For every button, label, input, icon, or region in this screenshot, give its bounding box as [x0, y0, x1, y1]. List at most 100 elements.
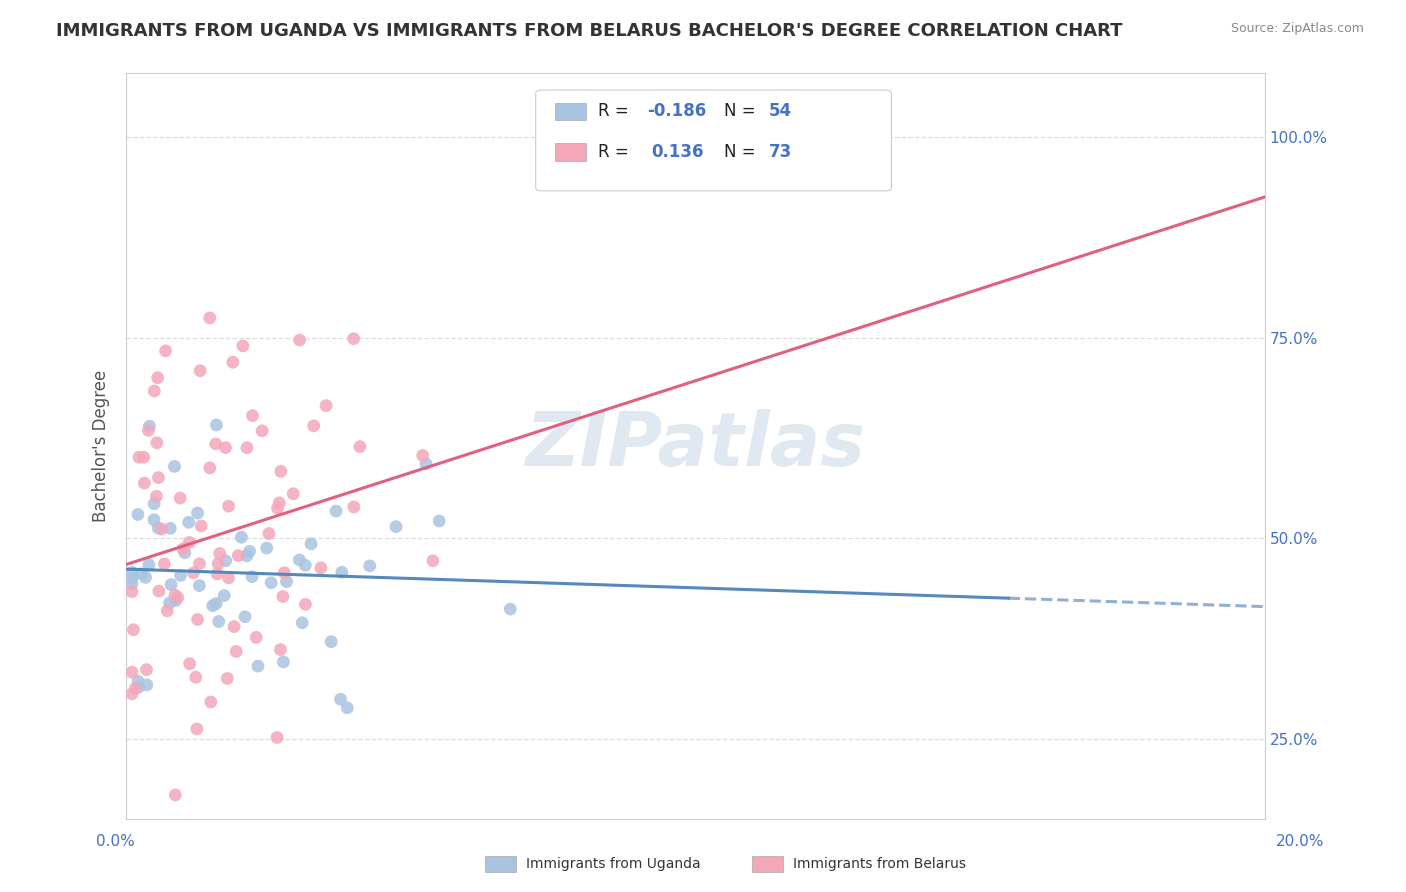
Point — [146, 370, 169, 384]
Text: 54: 54 — [769, 103, 792, 120]
Point — [163, 459, 186, 474]
Point — [198, 460, 221, 475]
Point — [135, 678, 157, 692]
Point — [256, 541, 278, 555]
Point — [148, 470, 170, 484]
Point — [201, 599, 224, 613]
Point — [385, 519, 408, 533]
Point — [177, 516, 200, 530]
Point — [138, 423, 160, 437]
Point — [415, 457, 437, 471]
Point — [276, 574, 298, 589]
Point — [122, 623, 145, 637]
Point — [412, 449, 434, 463]
Point — [288, 333, 311, 347]
Point — [260, 575, 283, 590]
Point — [159, 596, 181, 610]
Point — [198, 310, 221, 325]
Point — [121, 576, 143, 591]
Point — [134, 476, 156, 491]
Text: 73: 73 — [769, 143, 793, 161]
Point — [273, 566, 295, 580]
Point — [330, 566, 353, 580]
Point — [273, 655, 295, 669]
Point — [235, 549, 257, 563]
Point — [242, 409, 264, 423]
Text: Immigrants from Belarus: Immigrants from Belarus — [793, 857, 966, 871]
Point — [135, 663, 157, 677]
Point — [200, 695, 222, 709]
Point — [214, 554, 236, 568]
Point — [204, 437, 226, 451]
Point — [160, 577, 183, 591]
Point — [132, 450, 155, 465]
Point — [427, 514, 450, 528]
Point — [159, 521, 181, 535]
Point — [121, 687, 143, 701]
Point — [143, 384, 166, 398]
Point — [142, 513, 165, 527]
Point — [138, 419, 160, 434]
Point — [148, 521, 170, 535]
Point — [269, 642, 291, 657]
Point — [231, 530, 253, 544]
Point — [315, 399, 337, 413]
Point — [188, 557, 211, 571]
Point — [224, 619, 246, 633]
Point — [124, 681, 146, 696]
Point — [179, 657, 201, 671]
Point — [349, 440, 371, 454]
Point — [134, 570, 156, 584]
Point — [232, 339, 254, 353]
Point — [294, 558, 316, 573]
Point — [269, 496, 291, 510]
Text: N =: N = — [724, 143, 761, 161]
Point — [153, 557, 176, 571]
Point — [309, 561, 332, 575]
Point — [165, 593, 187, 607]
Point — [207, 557, 229, 571]
Point — [190, 519, 212, 533]
Point — [245, 631, 267, 645]
Y-axis label: Bachelor's Degree: Bachelor's Degree — [93, 370, 110, 522]
Point — [250, 424, 273, 438]
Point — [266, 731, 288, 745]
Point — [217, 672, 239, 686]
Text: R =: R = — [598, 103, 634, 120]
Point — [343, 500, 366, 514]
Point — [138, 558, 160, 572]
Point — [343, 332, 366, 346]
Point — [187, 612, 209, 626]
Point — [208, 547, 231, 561]
Point — [257, 526, 280, 541]
Point — [186, 722, 208, 736]
Point — [155, 343, 177, 358]
Point — [218, 499, 240, 513]
Point — [299, 537, 322, 551]
Point — [187, 506, 209, 520]
Point — [128, 450, 150, 465]
Point — [246, 659, 269, 673]
Point — [121, 665, 143, 679]
Point — [121, 584, 143, 599]
Point — [205, 566, 228, 581]
Point — [184, 670, 207, 684]
Point — [239, 544, 262, 558]
Point — [422, 554, 444, 568]
Point — [188, 578, 211, 592]
Point — [205, 597, 228, 611]
Point — [148, 584, 170, 599]
Point — [205, 417, 228, 432]
Point — [127, 508, 149, 522]
Point — [214, 441, 236, 455]
Point — [236, 441, 259, 455]
Point — [270, 464, 292, 478]
Point — [271, 590, 294, 604]
Point — [329, 692, 352, 706]
Point — [325, 504, 347, 518]
Text: -0.186: -0.186 — [647, 103, 706, 120]
Text: ZIPatlas: ZIPatlas — [526, 409, 866, 483]
Point — [212, 589, 235, 603]
Text: 20.0%: 20.0% — [1277, 834, 1324, 848]
Point — [294, 598, 316, 612]
